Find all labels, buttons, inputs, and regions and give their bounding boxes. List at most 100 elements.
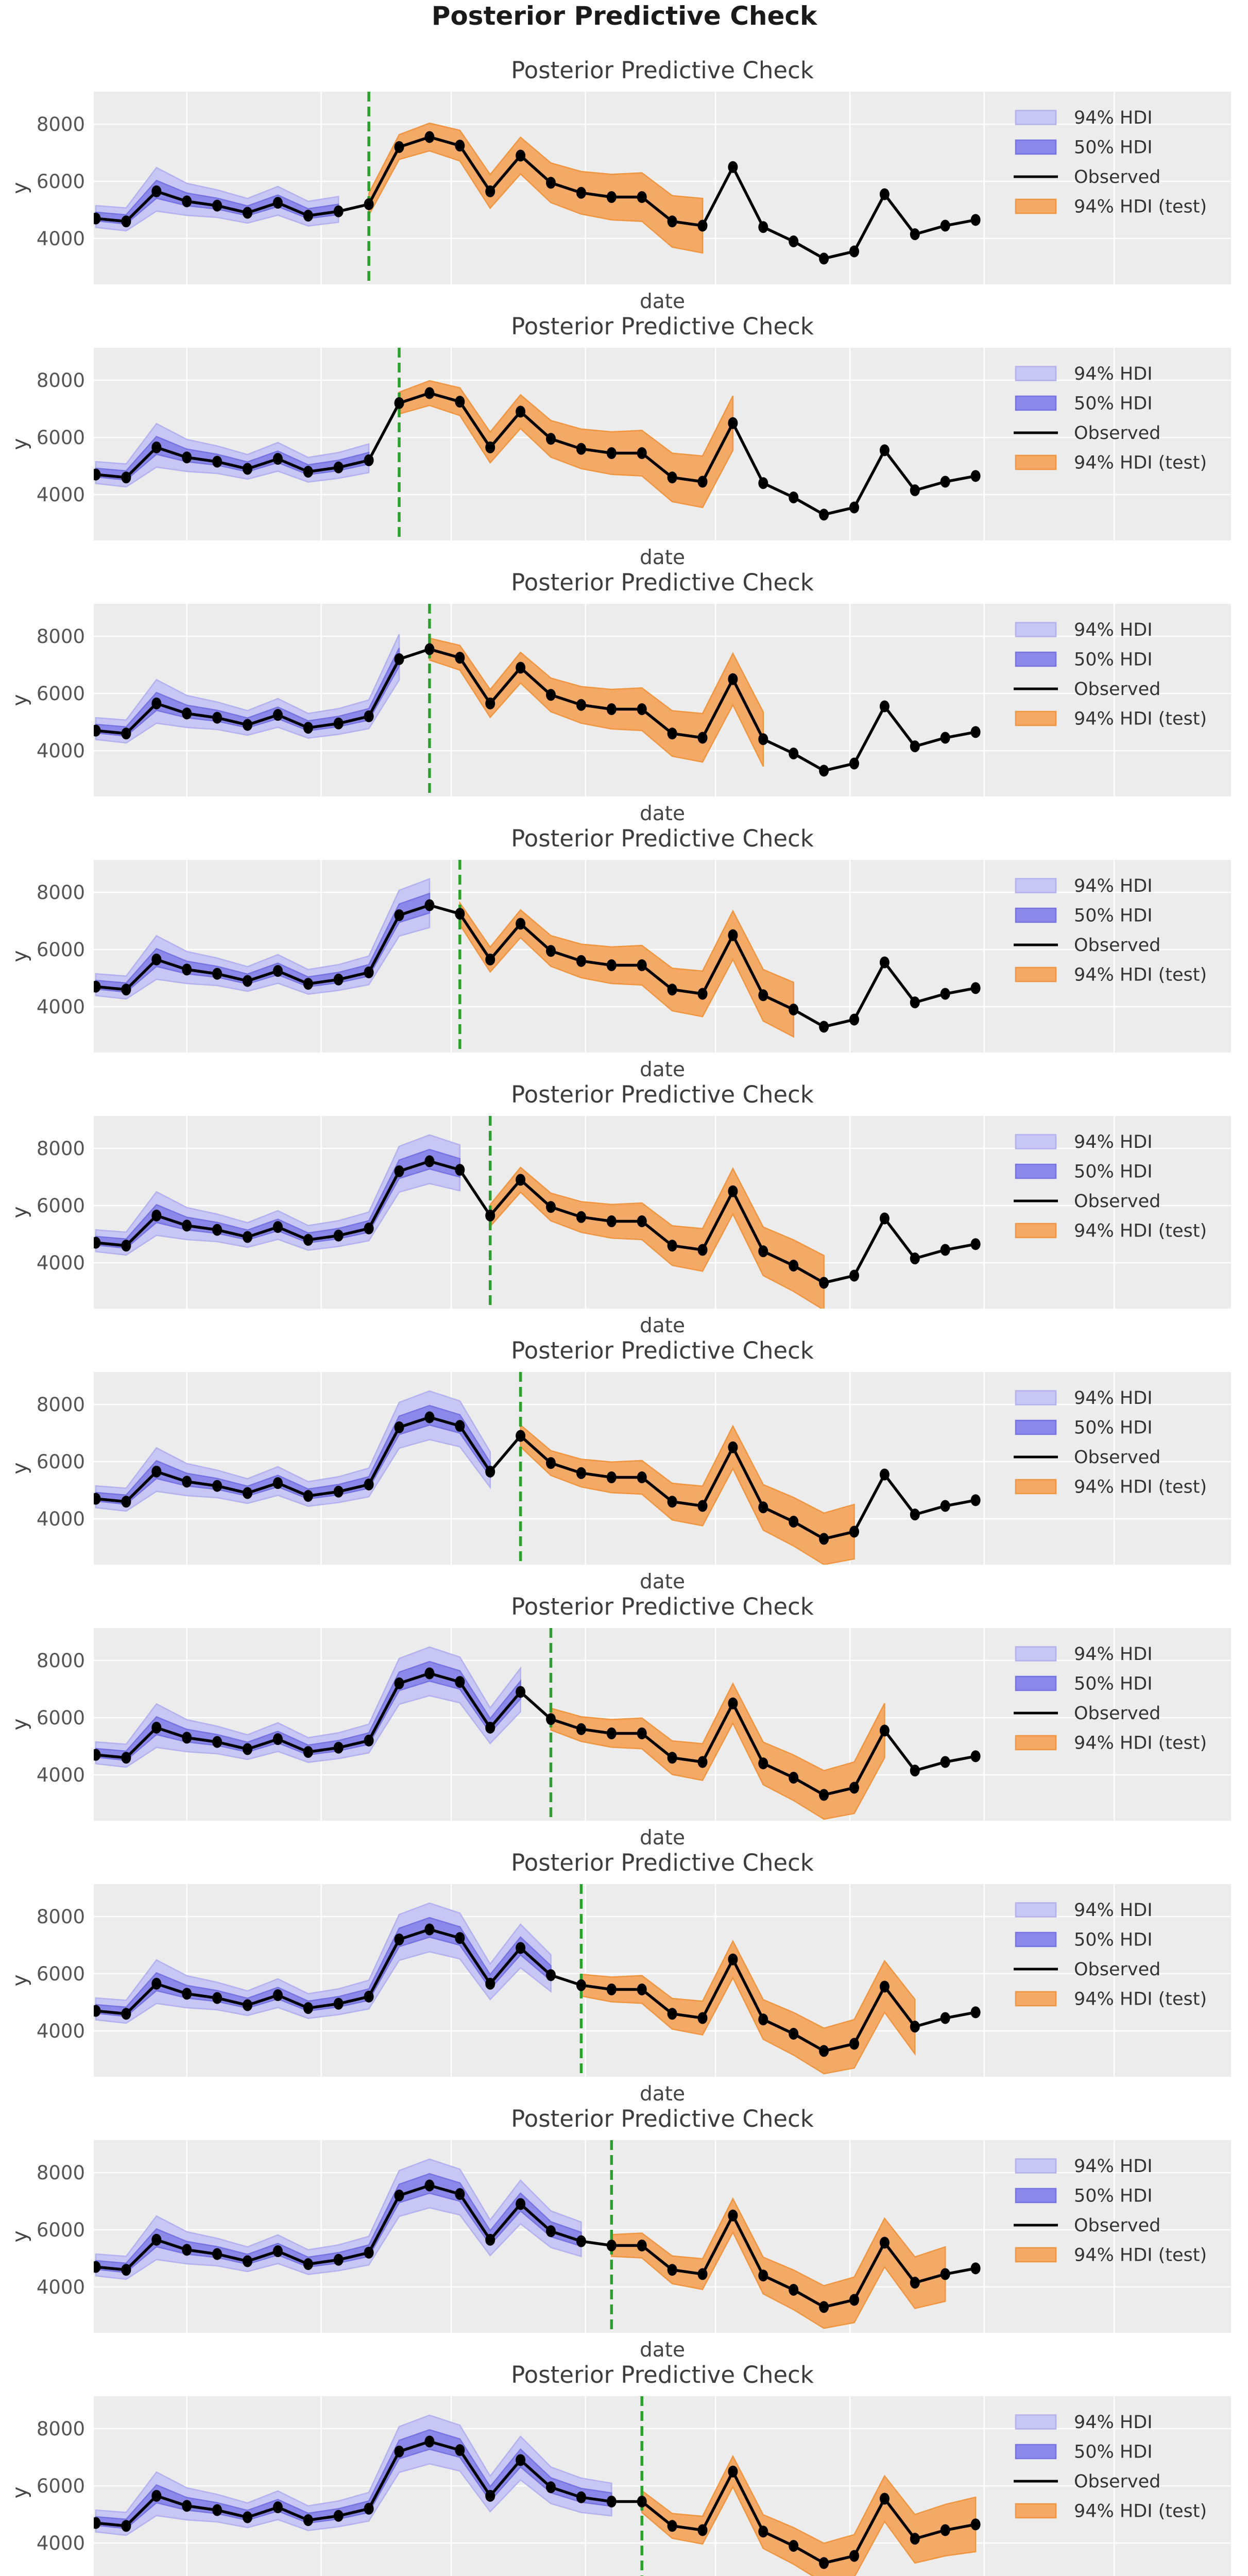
observed-marker: [697, 2268, 708, 2280]
legend-patch-50-hdi: [1015, 1675, 1057, 1691]
legend-label: 94% HDI: [1074, 876, 1153, 896]
observed-marker: [637, 959, 647, 972]
observed-marker: [455, 2188, 465, 2200]
observed-marker: [455, 396, 465, 408]
observed-marker: [303, 1490, 313, 1502]
subplot-3: Posterior Predictive Check y 4000 6000 8000 9…: [9, 569, 1231, 825]
observed-marker: [576, 1723, 586, 1735]
observed-marker: [940, 219, 950, 232]
observed-marker: [424, 643, 435, 655]
y-tick-label: 6000: [37, 2219, 85, 2241]
observed-line: [95, 1672, 976, 1797]
y-axis-label: y: [9, 2486, 32, 2498]
observed-marker: [151, 953, 162, 965]
observed-marker: [758, 733, 768, 745]
observed-marker: [243, 207, 252, 219]
observed-marker: [758, 221, 768, 233]
observed-marker: [485, 441, 495, 453]
observed-marker: [606, 1984, 617, 1996]
observed-marker: [212, 2504, 223, 2516]
observed-marker: [697, 732, 708, 744]
observed-marker: [970, 1494, 981, 1506]
observed-marker: [333, 717, 344, 730]
observed-marker: [272, 2245, 283, 2258]
y-axis-label: y: [9, 2230, 32, 2242]
x-axis-label: date: [640, 1826, 685, 1850]
x-axis-label: date: [640, 546, 685, 569]
observed-marker: [789, 2028, 799, 2040]
observed-marker: [243, 463, 252, 475]
observed-marker: [182, 195, 192, 208]
observed-marker: [182, 707, 192, 720]
observed-marker: [243, 2255, 252, 2267]
observed-marker: [940, 476, 950, 488]
observed-marker: [94, 1749, 101, 1761]
observed-marker: [879, 2493, 890, 2505]
observed-marker: [151, 185, 162, 197]
legend-patch-94-hdi: [1015, 2158, 1057, 2174]
observed-marker: [182, 1476, 192, 1488]
subplot-2: Posterior Predictive Check y 4000 6000 8000 9…: [9, 313, 1231, 569]
subplot-5: Posterior Predictive Check y 4000 6000 8000 9…: [9, 1081, 1231, 1337]
legend-label: 50% HDI: [1074, 2442, 1153, 2463]
observed-marker: [212, 455, 223, 468]
observed-marker: [910, 2021, 920, 2033]
observed-marker: [546, 1713, 556, 1725]
y-tick-label: 6000: [37, 939, 85, 961]
observed-marker: [667, 727, 677, 740]
observed-marker: [697, 219, 708, 232]
observed-marker: [364, 1990, 374, 2003]
observed-marker: [455, 1676, 465, 1688]
observed-marker: [516, 1942, 526, 1954]
legend: 94% HDI 50% HDI Observed 94% HDI (test): [1014, 364, 1207, 473]
observed-marker: [394, 1421, 404, 1433]
x-axis-label: date: [640, 1570, 685, 1594]
y-tick-label: 4000: [37, 996, 85, 1018]
observed-line: [95, 392, 976, 516]
observed-marker: [789, 492, 799, 504]
observed-marker: [849, 1269, 859, 1282]
legend-patch-94-hdi-test: [1015, 967, 1057, 982]
legend-patch-94-hdi-test: [1015, 1991, 1057, 2007]
subplot-title: Posterior Predictive Check: [511, 1337, 814, 1364]
legend-label: 94% HDI: [1074, 2412, 1153, 2433]
observed-marker: [272, 1989, 283, 2002]
subplot-4: Posterior Predictive Check y 4000 6000 8000 9…: [9, 825, 1231, 1081]
observed-marker: [546, 1457, 556, 1469]
axes-background: [94, 2140, 1231, 2333]
observed-marker: [121, 2520, 131, 2532]
observed-marker: [364, 2246, 374, 2259]
observed-marker: [606, 447, 617, 460]
observed-marker: [333, 1741, 344, 1754]
y-tick-label: 6000: [37, 1451, 85, 1473]
observed-marker: [485, 1977, 495, 1990]
x-axis-label: date: [640, 1314, 685, 1337]
legend-label: 94% HDI (test): [1074, 1989, 1207, 2010]
observed-marker: [424, 1155, 435, 1167]
legend-label: Observed: [1074, 2471, 1160, 2492]
y-tick-label: 6000: [37, 427, 85, 449]
observed-marker: [849, 1782, 859, 1794]
subplot-title: Posterior Predictive Check: [511, 57, 814, 84]
legend-label: Observed: [1074, 1959, 1160, 1980]
observed-marker: [910, 2277, 920, 2289]
legend-patch-94-hdi: [1015, 622, 1057, 637]
observed-marker: [697, 1756, 708, 1768]
observed-marker: [272, 1733, 283, 1745]
y-tick-label: 8000: [37, 882, 85, 904]
observed-marker: [637, 2496, 647, 2508]
observed-marker: [455, 140, 465, 152]
observed-marker: [758, 989, 768, 1002]
observed-marker: [516, 1174, 526, 1186]
y-axis-label: y: [9, 1206, 32, 1218]
observed-marker: [516, 405, 526, 418]
observed-marker: [182, 1219, 192, 1232]
observed-marker: [485, 1465, 495, 1478]
legend-patch-94-hdi: [1015, 1390, 1057, 1405]
observed-marker: [546, 2225, 556, 2238]
observed-marker: [212, 1224, 223, 1236]
axes-background: [94, 1628, 1231, 1821]
observed-marker: [485, 697, 495, 709]
observed-marker: [394, 2189, 404, 2201]
